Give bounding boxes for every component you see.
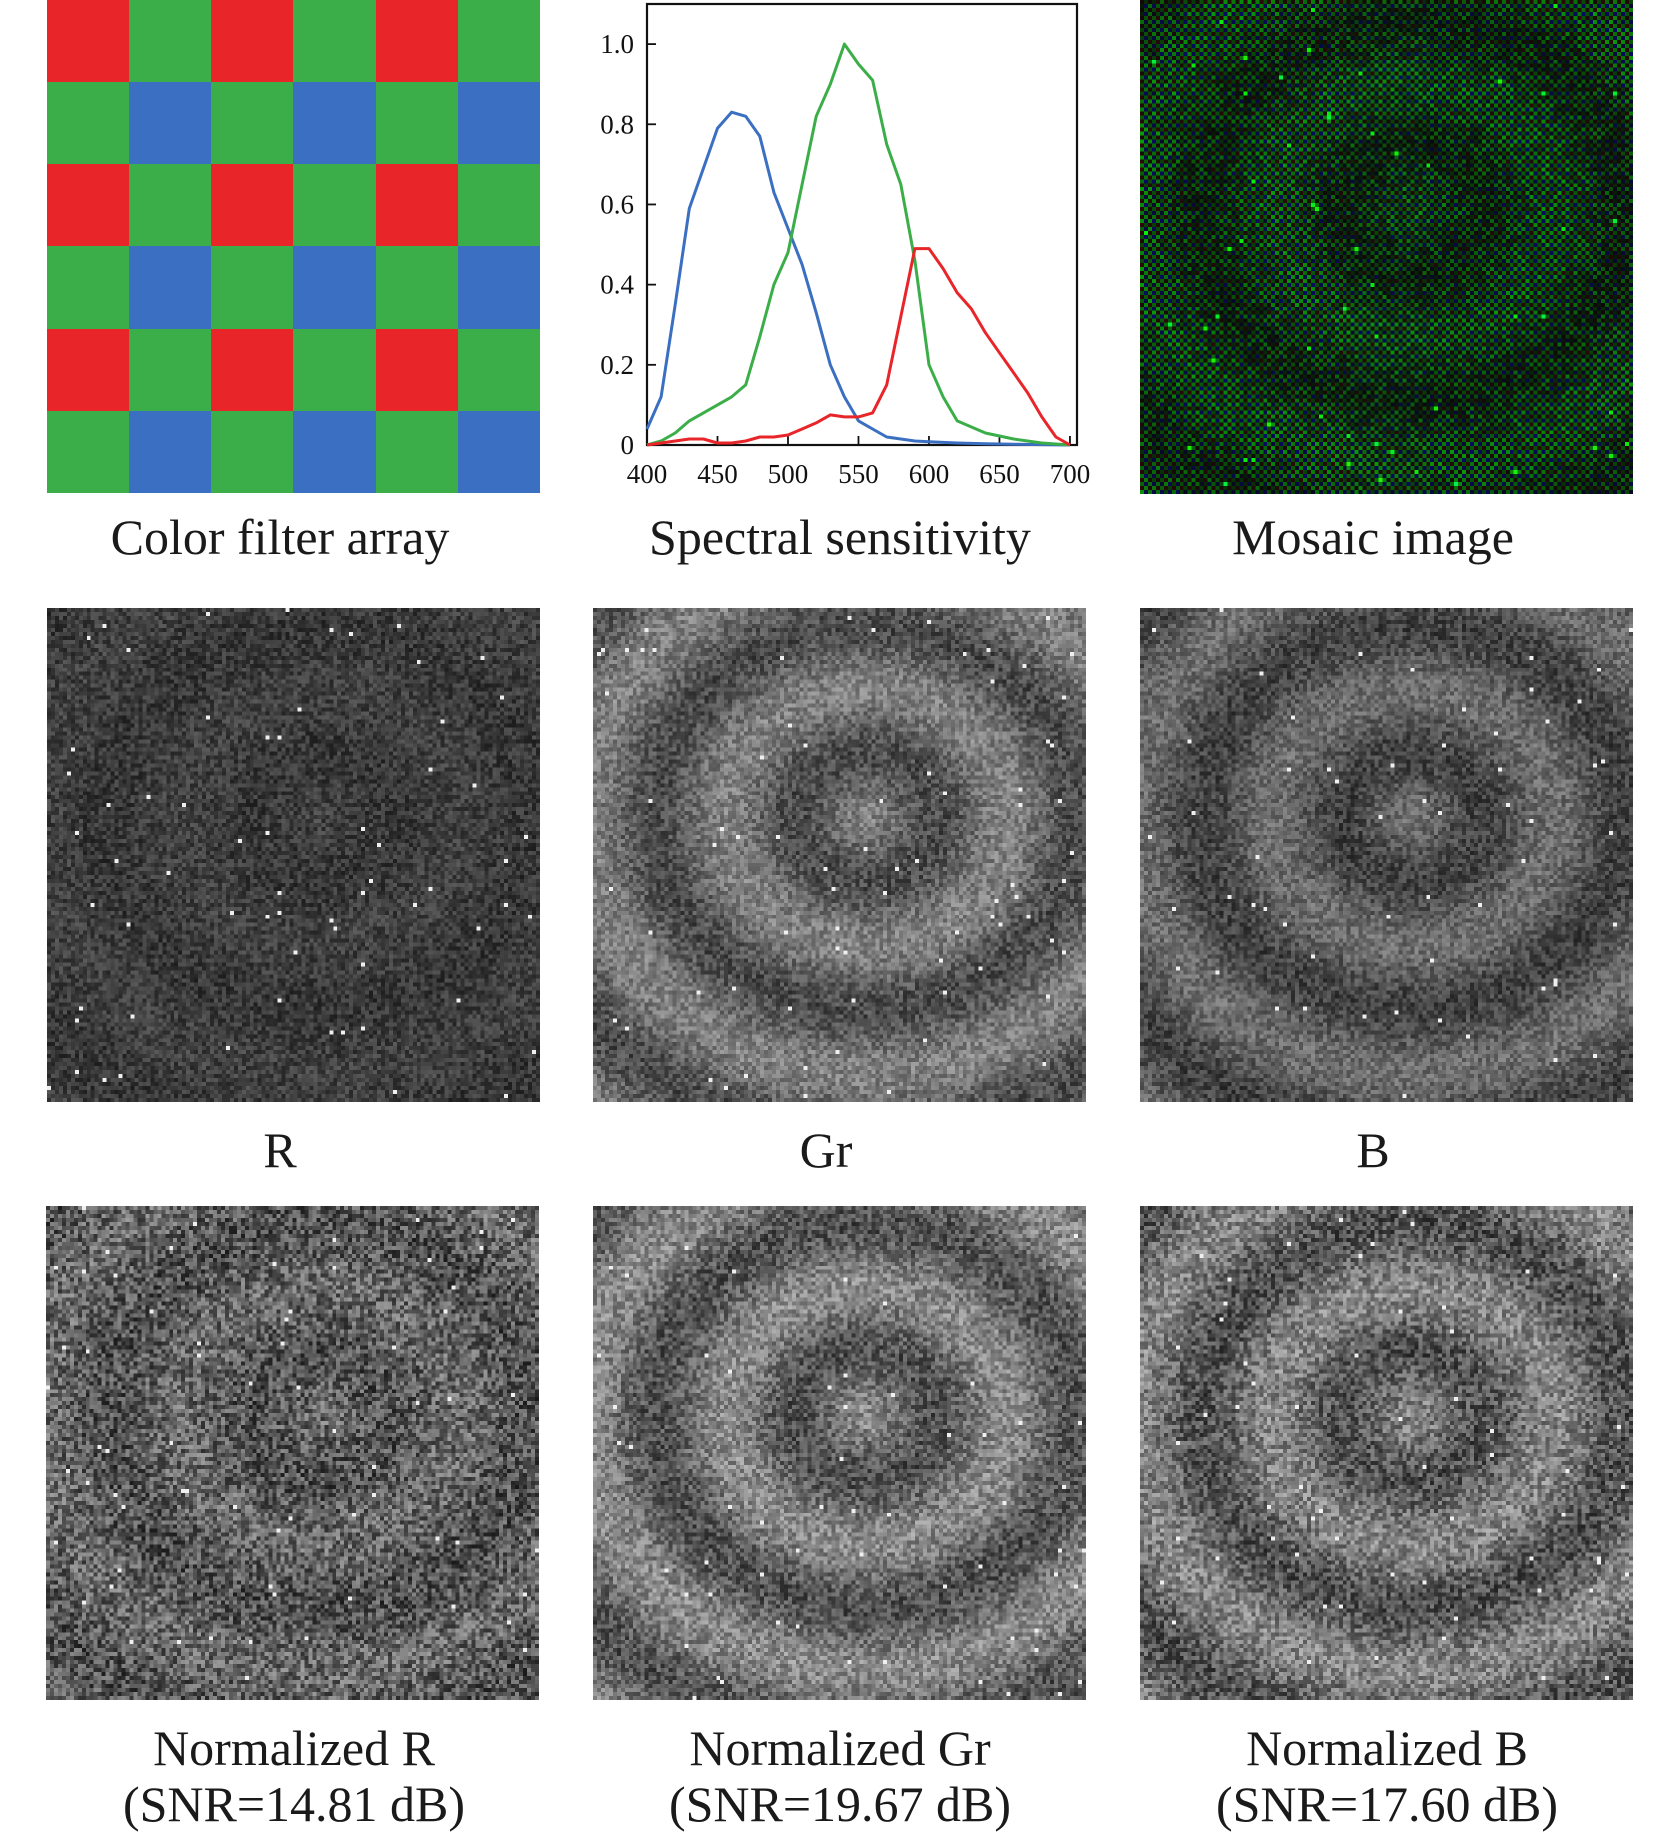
cfa-cell-0-1 [129,0,212,83]
series-line-blue [645,110,1071,447]
channel-gr-caption: Gr [799,1122,853,1178]
cfa-cell-0-5 [457,0,540,83]
x-tick-label: 700 [1050,459,1091,489]
cfa-cell-3-4 [375,246,458,329]
normalized-b-image [1140,1206,1633,1700]
cfa-cell-3-0 [47,246,130,329]
cfa-cell-5-3 [293,410,376,493]
x-tick-label: 500 [768,459,809,489]
normalized-gr-image [593,1206,1086,1700]
cfa-cell-1-3 [293,82,376,165]
mosaic-image [1140,0,1633,494]
cfa-caption: Color filter array [110,509,450,565]
channel-b-image [1140,608,1633,1102]
cfa-cell-1-0 [47,82,130,165]
x-tick-label: 400 [627,459,668,489]
cfa-cell-1-5 [457,82,540,165]
cfa-cell-3-3 [293,246,376,329]
y-tick-label: 0.2 [600,350,634,380]
normalized-r-panel: Normalized R (SNR=14.81 dB) [0,1206,560,1836]
cfa-cell-4-4 [375,328,458,411]
y-tick-label: 0 [621,430,635,460]
cfa-cell-2-2 [211,164,294,247]
y-tick-label: 1.0 [600,29,634,59]
plot-frame [645,2,1079,447]
y-tick-label: 0.6 [600,189,634,219]
x-tick-label: 650 [979,459,1020,489]
cfa-cell-1-4 [375,82,458,165]
y-tick-label: 0.4 [600,270,634,300]
normalized-gr-panel: Normalized Gr (SNR=19.67 dB) [546,1206,1106,1836]
spectral-panel: 400 450 500 550 600 650 700 0 0.2 0.4 0.6 0.8 1.0 Sp… [560,0,1120,580]
x-tick-label: 550 [838,459,879,489]
cfa-cell-1-2 [211,82,294,165]
cfa-cell-2-4 [375,164,458,247]
channel-gr-panel: Gr [546,608,1106,1178]
normalized-gr-snr: (SNR=19.67 dB) [668,1776,1012,1832]
cfa-cell-3-1 [129,246,212,329]
cfa-cell-4-2 [211,328,294,411]
normalized-b-panel: Normalized B (SNR=17.60 dB) [1093,1206,1653,1836]
cfa-cell-0-3 [293,0,376,83]
cfa-cell-0-4 [375,0,458,83]
x-tick-label: 600 [909,459,950,489]
normalized-gr-caption: Normalized Gr [689,1720,991,1776]
cfa-cell-2-0 [47,164,130,247]
normalized-r-image [46,1206,539,1700]
cfa-cell-4-0 [47,328,130,411]
normalized-b-caption: Normalized B [1246,1720,1528,1776]
spectral-caption: Spectral sensitivity [649,509,1031,565]
cfa-cell-5-4 [375,410,458,493]
channel-b-panel: B [1093,608,1653,1178]
cfa-cell-0-2 [211,0,294,83]
cfa-panel: Color filter array [0,0,560,580]
cfa-cell-1-1 [129,82,212,165]
cfa-cell-5-2 [211,410,294,493]
channel-r-caption: R [263,1122,297,1178]
series-line-green [646,42,1071,447]
cfa-cell-3-5 [457,246,540,329]
channel-r-image [47,608,540,1102]
y-tick-label: 0.8 [600,109,634,139]
normalized-r-caption: Normalized R [153,1720,435,1776]
color-filter-array-grid [47,0,540,493]
series-line-red [646,247,1071,447]
cfa-cell-5-0 [47,410,130,493]
cfa-cell-5-5 [457,410,540,493]
cfa-cell-4-5 [457,328,540,411]
cfa-cell-3-2 [211,246,294,329]
cfa-cell-2-5 [457,164,540,247]
mosaic-panel: Mosaic image [1093,0,1653,580]
cfa-cell-2-1 [129,164,212,247]
normalized-b-snr: (SNR=17.60 dB) [1215,1776,1559,1832]
channel-gr-image [593,608,1086,1102]
normalized-r-snr: (SNR=14.81 dB) [122,1776,466,1832]
mosaic-caption: Mosaic image [1232,509,1514,565]
cfa-cell-5-1 [129,410,212,493]
cfa-cell-4-3 [293,328,376,411]
cfa-cell-4-1 [129,328,212,411]
cfa-cell-0-0 [47,0,130,83]
x-tick-label: 450 [697,459,738,489]
spectral-sensitivity-chart: 400 450 500 550 600 650 700 0 0.2 0.4 0.6 0.8 1.0 [600,2,1091,489]
cfa-cell-2-3 [293,164,376,247]
channel-r-panel: R [0,608,560,1178]
channel-b-caption: B [1356,1122,1390,1178]
